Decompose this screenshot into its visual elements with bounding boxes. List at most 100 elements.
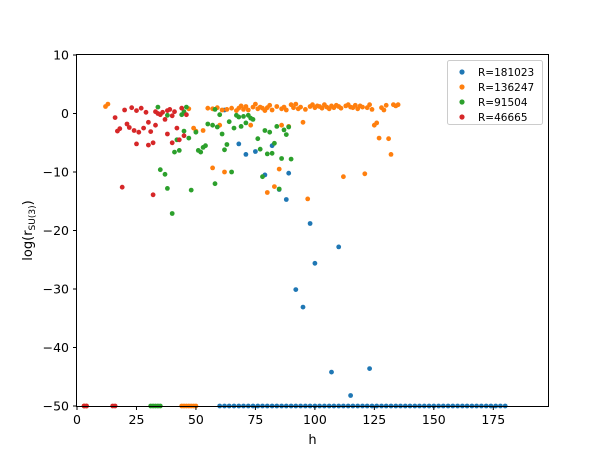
data-point (200, 128, 206, 133)
data-point (169, 113, 175, 119)
x-tick-label: 50 (188, 412, 204, 427)
data-point (122, 107, 127, 113)
x-axis-label: h (308, 433, 316, 448)
data-point (210, 165, 216, 171)
data-point (293, 287, 299, 292)
data-point (319, 105, 325, 111)
data-point (148, 129, 154, 135)
data-point (272, 140, 277, 146)
data-point (112, 115, 118, 120)
data-point (250, 117, 256, 122)
data-point (245, 107, 251, 113)
data-point (181, 128, 187, 134)
data-point (374, 120, 380, 126)
data-point (222, 147, 227, 153)
data-point (236, 141, 242, 147)
data-point (205, 121, 211, 127)
data-point (286, 170, 292, 176)
data-point (360, 104, 365, 110)
data-point (165, 131, 170, 137)
data-point (298, 104, 303, 110)
data-point (395, 102, 401, 108)
data-point (150, 192, 156, 198)
x-tick-label: 25 (129, 412, 145, 427)
data-point (329, 369, 334, 375)
data-point (341, 174, 346, 180)
data-point (279, 156, 284, 161)
data-point (176, 148, 182, 153)
data-point (229, 169, 235, 175)
y-tick-label: 10 (53, 48, 69, 63)
data-point (184, 112, 189, 118)
legend-label: R=91504 (478, 97, 528, 109)
data-point (269, 107, 275, 113)
data-point (243, 152, 249, 157)
data-point (126, 125, 132, 130)
data-point (291, 105, 296, 111)
data-point (348, 393, 353, 398)
data-point (165, 186, 170, 191)
y-tick-label: −40 (43, 340, 69, 355)
y-axis-label: log(rSU(3)) (21, 200, 38, 260)
data-point (243, 120, 249, 126)
data-point (224, 142, 230, 147)
y-tick-label: −10 (43, 165, 69, 180)
data-point (153, 122, 158, 128)
data-point (272, 184, 277, 190)
data-point (241, 114, 246, 119)
data-point (300, 119, 306, 125)
data-point (388, 152, 394, 157)
data-point (367, 102, 372, 108)
data-point (165, 112, 170, 118)
data-point (212, 107, 218, 112)
data-point (172, 149, 177, 155)
data-point (262, 128, 268, 133)
data-point (134, 141, 139, 147)
data-point (279, 122, 284, 128)
data-point (141, 125, 147, 131)
data-point (303, 107, 308, 112)
data-point (383, 102, 389, 108)
data-point (124, 121, 130, 127)
legend-box (447, 60, 543, 125)
data-point (217, 112, 223, 118)
data-point (219, 107, 225, 113)
data-point (286, 124, 292, 130)
data-point (283, 107, 289, 113)
data-point (274, 124, 280, 129)
legend-marker (459, 69, 465, 75)
data-point (119, 184, 125, 190)
data-point (136, 129, 142, 135)
data-point (336, 244, 342, 250)
legend-marker (459, 84, 465, 90)
data-point (210, 122, 216, 128)
data-point (155, 104, 161, 110)
data-point (129, 105, 135, 111)
data-point (229, 105, 235, 111)
data-point (260, 174, 265, 180)
data-point (238, 103, 244, 109)
data-point (181, 133, 187, 139)
data-point (307, 221, 313, 226)
data-point (281, 127, 287, 133)
data-point (203, 143, 208, 149)
y-tick-label: −30 (43, 282, 69, 297)
data-point (169, 211, 175, 216)
legend-marker (459, 99, 465, 105)
legend-label: R=181023 (478, 67, 534, 79)
data-point (176, 137, 182, 143)
data-point (264, 151, 270, 157)
data-point (231, 125, 237, 131)
data-point (283, 132, 289, 138)
data-point (300, 304, 306, 310)
data-point (105, 101, 111, 107)
data-point (179, 105, 185, 111)
data-point (267, 129, 273, 135)
data-point (238, 124, 244, 129)
data-point (267, 102, 273, 108)
data-point (248, 122, 254, 128)
data-point (386, 136, 391, 142)
data-point (117, 126, 123, 132)
